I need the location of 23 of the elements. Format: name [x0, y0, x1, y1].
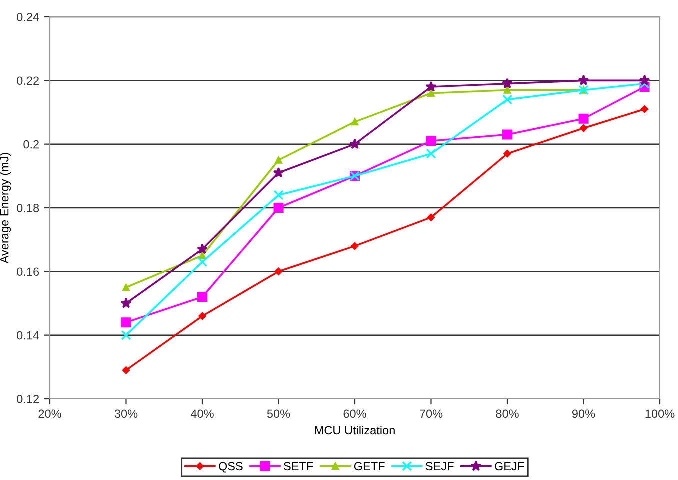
legend-label: SEJF: [426, 462, 454, 471]
legend-label: QSS: [219, 462, 243, 473]
x-tick-label: 20%: [38, 410, 62, 418]
x-tick-label: 40%: [190, 410, 214, 418]
x-tick-label: 100%: [646, 410, 675, 418]
x-tick-label: 70%: [420, 410, 443, 418]
y-tick-label: 0.18: [17, 204, 40, 212]
x-tick-label: 90%: [572, 410, 596, 418]
y-tick-label: 0.16: [17, 268, 40, 276]
legend-label: GEJF: [495, 462, 524, 471]
y-axis-title: Average Energy (mJ): [0, 153, 12, 264]
y-tick-label: 0.22: [17, 76, 39, 86]
legend-label: SETF: [284, 462, 314, 471]
y-tick-label: 0.2: [24, 140, 39, 149]
y-tick-label: 0.14: [17, 331, 40, 340]
y-tick-label: 0.24: [17, 13, 40, 22]
x-tick-label: 30%: [114, 410, 138, 418]
x-tick-label: 80%: [496, 410, 519, 418]
x-axis-title: MCU Utilization: [315, 426, 395, 435]
legend-label: GETF: [354, 462, 385, 471]
y-tick-label: 0.12: [17, 395, 39, 404]
x-tick-label: 60%: [344, 410, 366, 418]
x-tick-label: 50%: [267, 410, 290, 418]
